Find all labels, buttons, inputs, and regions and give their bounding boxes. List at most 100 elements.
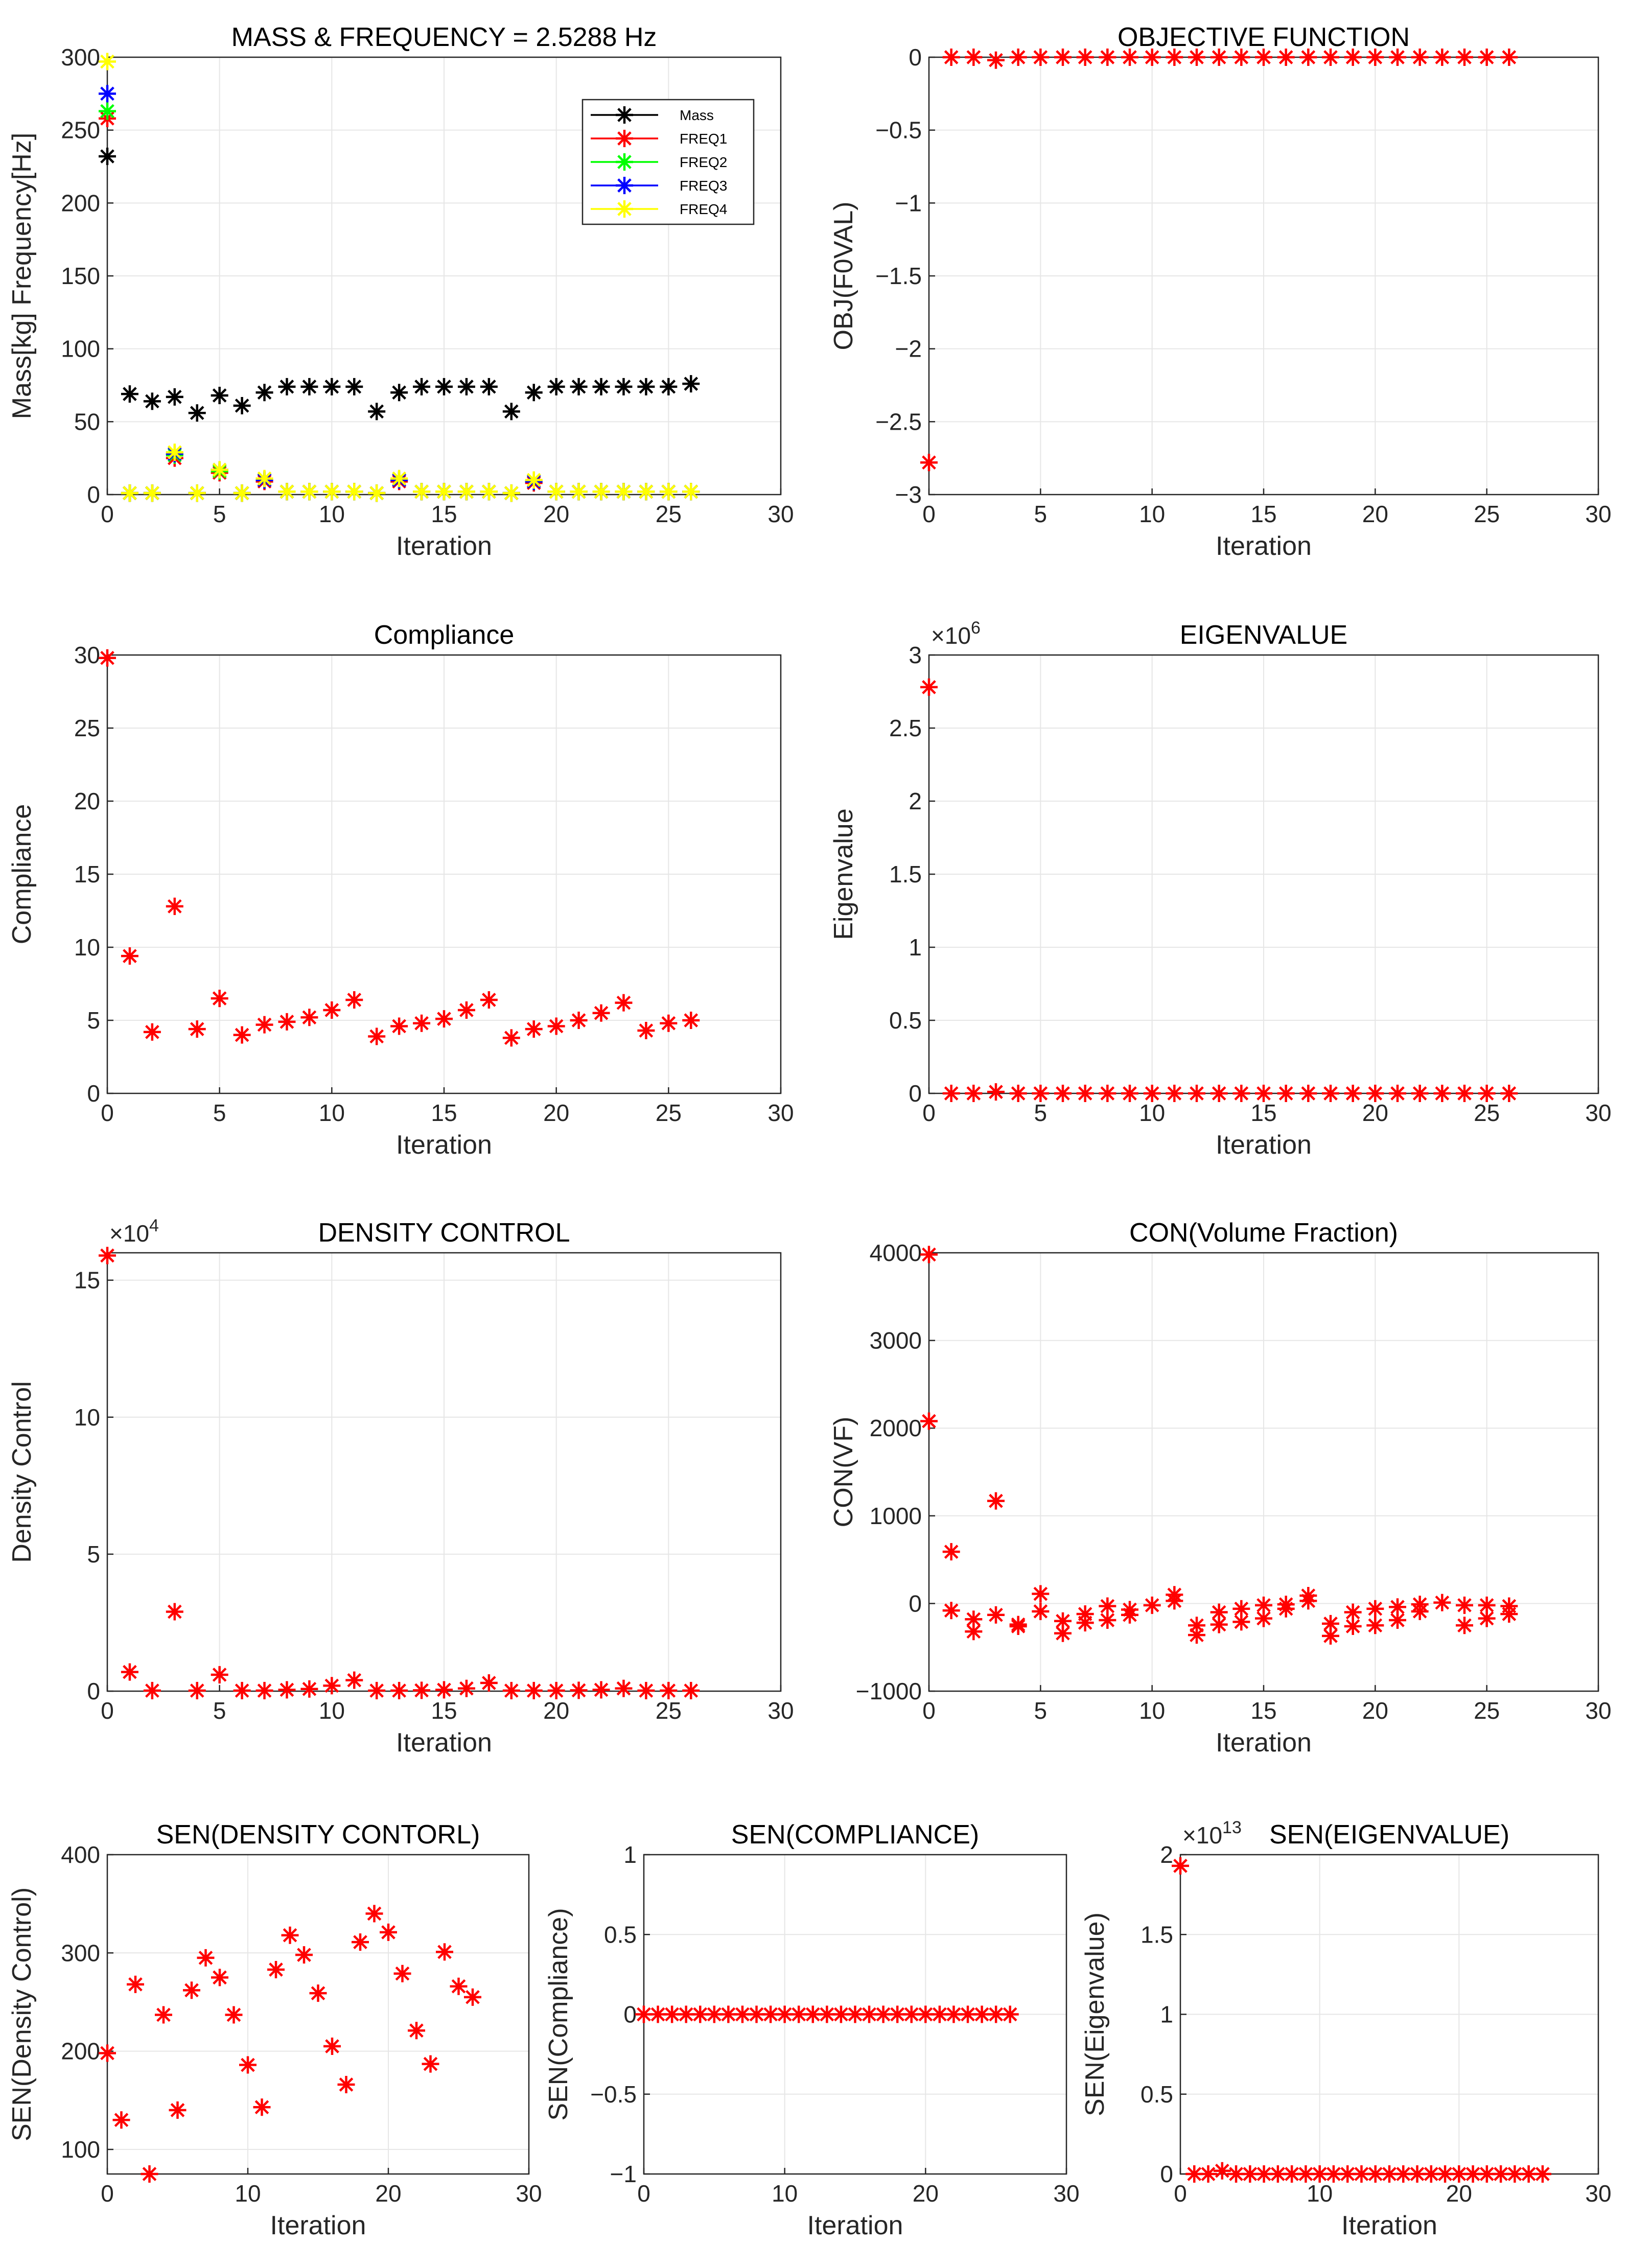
y-tick-label: 1.5 <box>1141 1921 1173 1948</box>
data-point <box>942 1085 960 1102</box>
data-point <box>570 1012 588 1029</box>
data-point <box>127 1975 144 1993</box>
data-point <box>1199 2165 1217 2183</box>
data-point <box>99 53 116 71</box>
y-axis-label: SEN(Eigenvalue) <box>1080 1912 1110 2116</box>
data-point <box>368 1027 386 1045</box>
data-point <box>1099 1611 1116 1629</box>
x-axis-label: Iteration <box>1216 531 1312 561</box>
chart-seig: 0 10 20 30 2 1.5 1 0.5 0 SEN(EIGENVALUE) ×1013 Iter… <box>1080 1818 1612 2240</box>
data-point <box>592 1681 610 1699</box>
data-point <box>233 1681 251 1699</box>
y-tick-label: −0.5 <box>875 117 922 144</box>
data-point <box>390 1017 408 1035</box>
data-point <box>233 396 251 414</box>
y-axis-label: Compliance <box>7 804 37 945</box>
data-point <box>1433 1594 1451 1611</box>
data-point <box>1099 1597 1116 1615</box>
data-point <box>121 484 138 502</box>
data-point <box>1269 2165 1287 2183</box>
data-point <box>1422 2165 1440 2183</box>
x-tick-label: 0 <box>101 2180 114 2207</box>
series-compliance <box>99 649 700 1047</box>
data-point <box>281 1926 299 1944</box>
data-point <box>942 1543 960 1561</box>
data-point <box>1344 1085 1362 1102</box>
y-tick-label: 2 <box>909 788 922 814</box>
data-point <box>660 1681 678 1699</box>
x-tick-label: 25 <box>656 1697 682 1724</box>
data-point <box>188 1020 206 1038</box>
data-point <box>945 2005 963 2023</box>
x-tick-label: 5 <box>213 501 226 527</box>
x-tick-label: 20 <box>375 2180 401 2207</box>
data-point <box>987 1606 1005 1624</box>
y-tick-label: 4000 <box>870 1240 922 1266</box>
data-point <box>1121 49 1138 66</box>
data-point <box>99 85 116 103</box>
chart-comp: 0 5 10 15 20 25 30 0 5 10 15 20 25 30 Compliance Iterat… <box>7 620 794 1160</box>
data-point <box>920 1246 938 1264</box>
data-point <box>1232 49 1250 66</box>
x-tick-label: 30 <box>516 2180 542 2207</box>
y-tick-label: −3 <box>895 481 922 508</box>
data-point <box>942 49 960 66</box>
data-point <box>1389 1598 1406 1616</box>
data-point <box>682 483 700 501</box>
y-tick-label: 3000 <box>870 1327 922 1354</box>
legend-label: Mass <box>680 107 714 123</box>
data-point <box>253 2098 271 2116</box>
y-tick-label: 2.5 <box>889 715 922 741</box>
data-point <box>1001 2005 1019 2023</box>
data-point <box>525 471 543 489</box>
y-tick-label: 0.5 <box>1141 2081 1173 2108</box>
data-point <box>987 1492 1005 1510</box>
x-axis-label: Iteration <box>396 1130 492 1160</box>
data-point <box>1366 2165 1384 2183</box>
data-point <box>422 2055 439 2073</box>
data-point <box>457 1001 475 1019</box>
legend-label: FREQ1 <box>680 131 727 147</box>
data-point <box>776 2005 794 2023</box>
data-point <box>1322 1085 1339 1102</box>
chart-sdens: 0 10 20 30 100 200 300 400 SEN(DENSITY CONTORL) I… <box>7 1820 542 2240</box>
data-point <box>300 1680 318 1698</box>
data-point <box>547 483 565 501</box>
series-mass <box>99 148 700 422</box>
data-point <box>1188 1626 1205 1644</box>
axis-exponent: ×106 <box>931 618 981 649</box>
x-tick-label: 0 <box>922 1100 936 1126</box>
x-tick-label: 30 <box>1585 1697 1611 1724</box>
data-point <box>547 378 565 395</box>
y-tick-label: 30 <box>74 642 100 668</box>
data-point <box>1210 1616 1228 1633</box>
x-tick-label: 10 <box>319 1697 345 1724</box>
data-point <box>1255 2165 1273 2183</box>
data-point <box>965 1623 983 1641</box>
data-point <box>1478 1609 1496 1627</box>
x-tick-label: 0 <box>101 1100 114 1126</box>
x-tick-label: 0 <box>1174 2180 1187 2207</box>
y-axis-label: OBJ(F0VAL) <box>829 202 858 350</box>
chart-con: 0 5 10 15 20 25 30−100001000200030004000CON(Vo… <box>829 1218 1612 1758</box>
data-point <box>902 2005 920 2023</box>
x-tick-label: 5 <box>1034 501 1048 527</box>
legend: Mass FREQ1 FREQ2 FREQ3 FREQ4 <box>581 99 755 225</box>
data-point <box>637 483 655 501</box>
data-point <box>1436 2165 1454 2183</box>
x-tick-label: 30 <box>1053 2180 1079 2207</box>
data-point <box>1255 1609 1272 1627</box>
x-tick-label: 25 <box>1474 1697 1500 1724</box>
y-tick-label: 10 <box>74 1404 100 1431</box>
x-tick-label: 30 <box>1585 2180 1611 2207</box>
data-point <box>413 483 431 501</box>
data-point <box>1500 1085 1518 1102</box>
y-tick-label: 0 <box>909 1080 922 1107</box>
legend-entry: FREQ2 <box>591 153 727 171</box>
data-point <box>323 483 341 501</box>
data-point <box>99 2044 116 2062</box>
data-point <box>99 148 116 166</box>
x-tick-label: 15 <box>431 1100 457 1126</box>
chart-title: CON(Volume Fraction) <box>1129 1218 1398 1248</box>
data-point <box>965 49 983 66</box>
